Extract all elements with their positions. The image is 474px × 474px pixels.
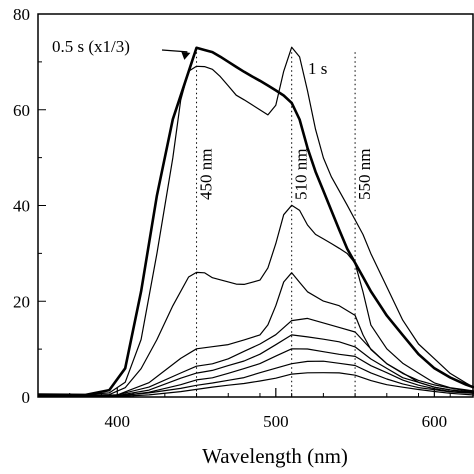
y-tick-label: 0	[22, 388, 31, 407]
y-tick-label: 80	[13, 5, 30, 24]
annotation-1s: 1 s	[308, 59, 327, 78]
series-line-1	[38, 46, 474, 397]
x-tick-label: 500	[263, 412, 289, 431]
annotation-05s: 0.5 s (x1/3)	[52, 37, 130, 56]
y-tick-label: 60	[13, 101, 30, 120]
series-line-2	[38, 46, 474, 396]
y-tick-label: 20	[13, 292, 30, 311]
series-line-3	[38, 204, 474, 396]
x-axis-label: Wavelength (nm)	[202, 444, 348, 468]
series-line-9	[38, 372, 474, 397]
y-tick-label: 40	[13, 197, 30, 216]
annotation-arrowhead	[181, 51, 191, 60]
reference-label-450: 450 nm	[197, 149, 216, 200]
annotation-arrow-line	[161, 49, 188, 53]
series-line-6	[38, 334, 474, 397]
series-line-8	[38, 360, 474, 397]
x-tick-label: 600	[422, 412, 448, 431]
x-tick-label: 400	[105, 412, 131, 431]
series-line-4	[38, 272, 474, 397]
series-line-7	[38, 348, 474, 397]
series-line-5	[38, 317, 474, 397]
reference-label-510: 510 nm	[292, 149, 311, 200]
reference-label-550: 550 nm	[355, 149, 374, 200]
plot-area: 400 500 600 0 20 40 60 80 450 nm 510 nm 550 nm 0.5 …	[13, 5, 474, 431]
